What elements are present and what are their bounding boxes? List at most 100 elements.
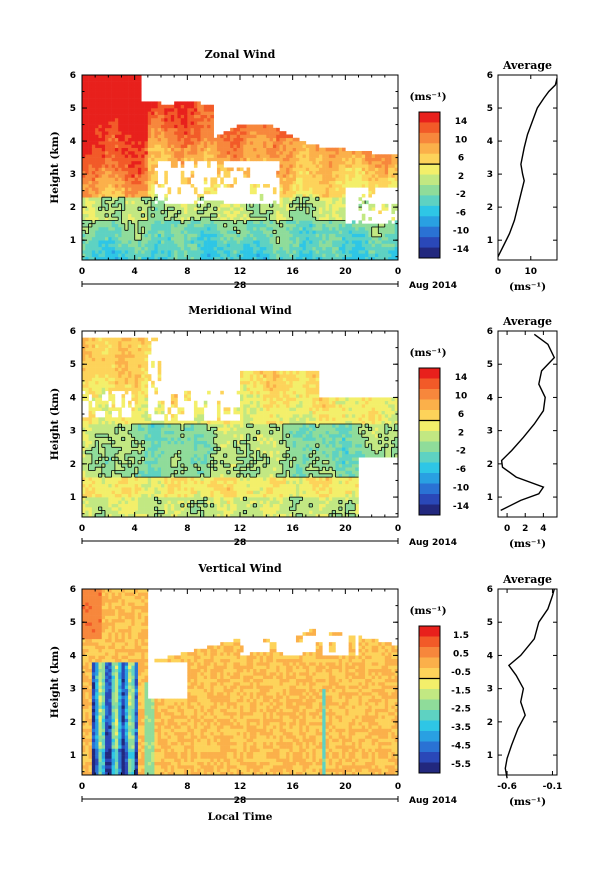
heatmap-cell xyxy=(88,477,93,481)
heatmap-cell xyxy=(315,233,320,238)
heatmap-cell xyxy=(167,490,172,495)
heatmap-cell xyxy=(88,131,93,135)
heatmap-cell xyxy=(325,190,330,195)
heatmap-cell xyxy=(151,233,155,238)
heatmap-cell xyxy=(124,223,129,228)
heatmap-cell xyxy=(342,160,346,165)
heatmap-cell xyxy=(286,154,290,158)
heatmap-cell xyxy=(137,463,142,468)
heatmap-cell xyxy=(124,174,129,178)
heatmap-cell xyxy=(105,347,109,352)
heatmap-cell xyxy=(128,180,132,185)
heatmap-cell xyxy=(105,360,109,365)
heatmap-cell xyxy=(114,170,119,175)
heatmap-cell xyxy=(111,500,116,505)
heatmap-cell xyxy=(374,233,379,238)
heatmap-cell xyxy=(137,240,142,244)
heatmap-cell xyxy=(144,380,149,385)
heatmap-cell xyxy=(108,164,112,168)
heatmap-cell xyxy=(88,75,93,79)
heatmap-cell xyxy=(332,190,336,195)
heatmap-cell xyxy=(144,101,149,106)
heatmap-cell xyxy=(161,226,165,231)
heatmap-cell xyxy=(114,197,119,201)
heatmap-cell xyxy=(111,387,116,392)
heatmap-cell xyxy=(180,134,185,139)
heatmap-cell xyxy=(147,250,152,254)
heatmap-cell xyxy=(371,256,376,261)
heatmap-cell xyxy=(335,180,340,185)
heatmap-cell xyxy=(322,160,326,165)
heatmap-cell xyxy=(128,98,132,102)
heatmap-cell xyxy=(286,147,290,152)
heatmap-cell xyxy=(108,463,112,468)
heatmap-cell xyxy=(256,217,261,221)
heatmap-cell xyxy=(299,187,303,191)
heatmap-cell xyxy=(108,210,112,215)
heatmap-cell xyxy=(111,256,116,261)
heatmap-cell xyxy=(207,236,211,241)
heatmap-cell xyxy=(394,170,399,175)
heatmap-cell xyxy=(203,250,208,254)
heatmap-cell xyxy=(342,207,346,211)
heatmap-cell xyxy=(128,483,132,488)
heatmap-cell xyxy=(154,233,159,238)
heatmap-cell xyxy=(114,164,119,168)
heatmap-cell xyxy=(342,197,346,201)
heatmap-cell xyxy=(263,137,267,142)
heatmap-cell xyxy=(98,417,103,421)
heatmap-cell xyxy=(361,167,366,172)
heatmap-cell xyxy=(240,207,244,211)
heatmap-cell xyxy=(128,360,132,365)
heatmap-cell xyxy=(144,131,149,135)
heatmap-cell xyxy=(98,84,103,89)
heatmap-cell xyxy=(131,380,135,385)
heatmap-cell xyxy=(240,124,244,129)
heatmap-cell xyxy=(137,390,142,395)
heatmap-cell xyxy=(101,470,106,475)
heatmap-cell xyxy=(335,217,340,221)
heatmap-cell xyxy=(98,347,103,352)
heatmap-cell xyxy=(361,217,366,221)
heatmap-cell xyxy=(124,384,129,388)
heatmap-cell xyxy=(124,490,129,495)
heatmap-cell xyxy=(95,347,99,352)
heatmap-cell xyxy=(332,213,336,218)
heatmap-cell xyxy=(118,350,122,355)
heatmap-cell xyxy=(276,223,280,228)
heatmap-cell xyxy=(131,121,135,125)
heatmap-cell xyxy=(101,510,106,514)
heatmap-cell xyxy=(243,170,247,175)
heatmap-cell xyxy=(118,98,122,102)
heatmap-cell xyxy=(378,154,382,158)
heatmap-cell xyxy=(121,213,126,218)
heatmap-cell xyxy=(355,160,359,165)
heatmap-cell xyxy=(151,164,155,168)
heatmap-cell xyxy=(131,344,135,348)
heatmap-cell xyxy=(82,357,86,362)
heatmap-cell xyxy=(98,127,103,132)
heatmap-cell xyxy=(305,213,310,218)
heatmap-cell xyxy=(233,233,238,238)
heatmap-cell xyxy=(193,246,198,251)
heatmap-cell xyxy=(197,250,201,254)
heatmap-cell xyxy=(121,347,126,352)
heatmap-cell xyxy=(388,160,392,165)
heatmap-cell xyxy=(193,207,198,211)
heatmap-cell xyxy=(269,250,274,254)
heatmap-cell xyxy=(315,193,320,198)
heatmap-cell xyxy=(128,417,132,421)
heatmap-cell xyxy=(124,513,129,518)
heatmap-cell xyxy=(124,246,129,251)
heatmap-cell xyxy=(325,154,330,158)
heatmap-cell xyxy=(101,246,106,251)
heatmap-cell xyxy=(302,230,307,234)
heatmap-cell xyxy=(157,220,162,224)
heatmap-cell xyxy=(193,187,198,191)
heatmap-cell xyxy=(137,417,142,421)
heatmap-cell xyxy=(197,137,201,142)
heatmap-cell xyxy=(322,193,326,198)
heatmap-cell xyxy=(134,111,139,115)
heatmap-cell xyxy=(108,360,112,365)
